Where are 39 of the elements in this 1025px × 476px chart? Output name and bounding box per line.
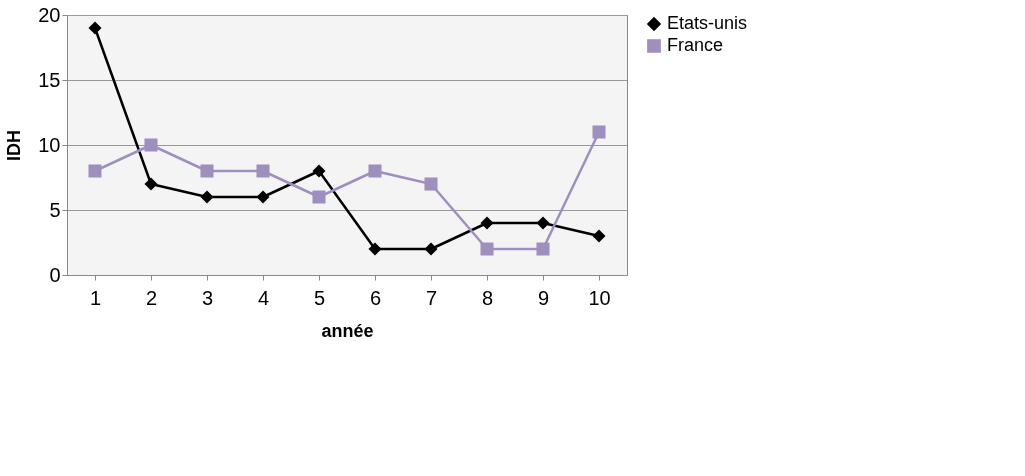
point xyxy=(536,216,550,230)
point xyxy=(88,164,102,178)
x-tick-label: 9 xyxy=(537,286,550,309)
point xyxy=(144,138,158,152)
point xyxy=(368,164,382,178)
point xyxy=(536,242,550,256)
y-tick-label: 20 xyxy=(38,3,61,26)
point xyxy=(200,190,214,204)
point xyxy=(312,190,326,204)
x-axis-title: année xyxy=(321,320,374,341)
legend-label: Etats-unis xyxy=(667,13,748,33)
y-tick-label: 5 xyxy=(49,198,61,221)
y-axis-title: IDH xyxy=(4,130,25,161)
x-tick-label: 10 xyxy=(588,286,611,309)
point xyxy=(424,242,438,256)
point xyxy=(200,164,214,178)
x-tick-label: 1 xyxy=(89,286,102,309)
x-tick-label: 8 xyxy=(481,286,494,309)
y-tick-label: 10 xyxy=(38,133,61,156)
point xyxy=(592,125,606,139)
x-tick-label: 6 xyxy=(369,286,382,309)
point xyxy=(256,190,270,204)
point xyxy=(144,177,158,191)
point xyxy=(256,164,270,178)
x-tick-label: 5 xyxy=(313,286,326,309)
y-tick-label: 0 xyxy=(49,263,61,286)
point xyxy=(480,216,494,230)
point xyxy=(368,242,382,256)
point xyxy=(424,177,438,191)
y-tick-label: 15 xyxy=(38,68,61,91)
point xyxy=(592,229,606,243)
x-tick-label: 2 xyxy=(145,286,158,309)
legend-label: France xyxy=(667,35,724,55)
point xyxy=(88,21,102,35)
point xyxy=(480,242,494,256)
x-tick-label: 4 xyxy=(257,286,270,309)
x-tick-label: 3 xyxy=(201,286,214,309)
point xyxy=(312,164,326,178)
x-tick-label: 7 xyxy=(425,286,438,309)
